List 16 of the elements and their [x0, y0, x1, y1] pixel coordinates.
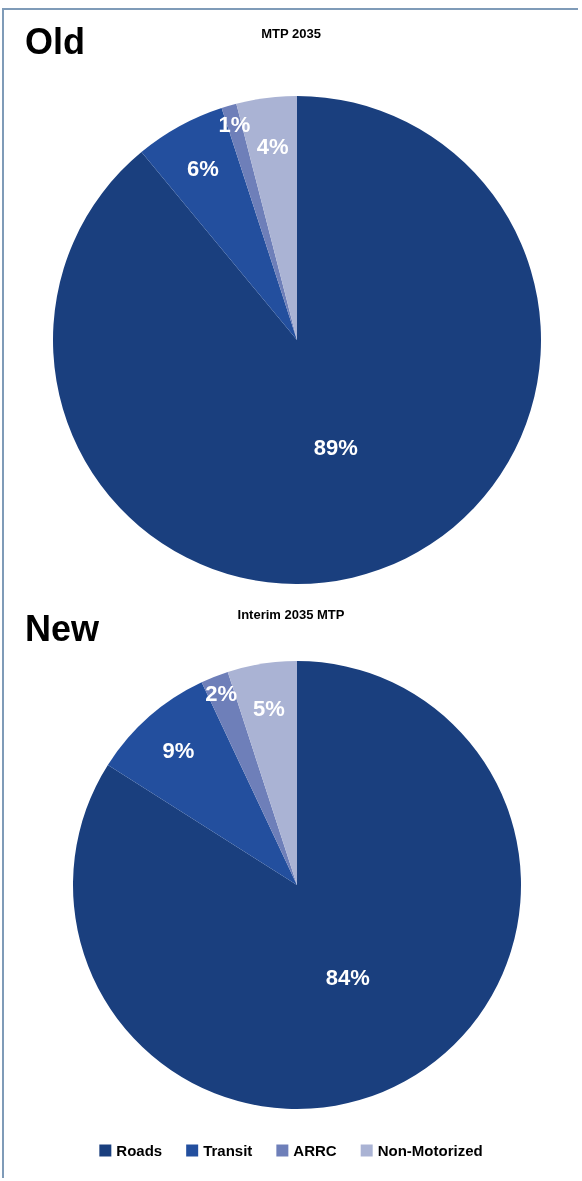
legend-label: ARRC: [293, 1142, 337, 1159]
data-label: 9%: [162, 738, 195, 764]
legend-label: Non-Motorized: [377, 1142, 483, 1159]
chart-title: New: [25, 607, 101, 649]
chart-subtitle: Interim 2035 MTP: [237, 607, 345, 622]
legend-label: Roads: [116, 1142, 163, 1159]
legend-label: Transit: [203, 1142, 253, 1159]
data-label: 4%: [256, 133, 289, 159]
data-label: 5%: [253, 695, 285, 721]
data-label: 2%: [205, 680, 238, 706]
chart-subtitle: MTP 2035: [261, 26, 321, 41]
data-label: 84%: [325, 964, 370, 990]
data-label: 6%: [187, 156, 219, 182]
data-label: 1%: [218, 111, 251, 137]
data-label: 89%: [313, 435, 358, 461]
chart-title: Old: [25, 20, 85, 62]
